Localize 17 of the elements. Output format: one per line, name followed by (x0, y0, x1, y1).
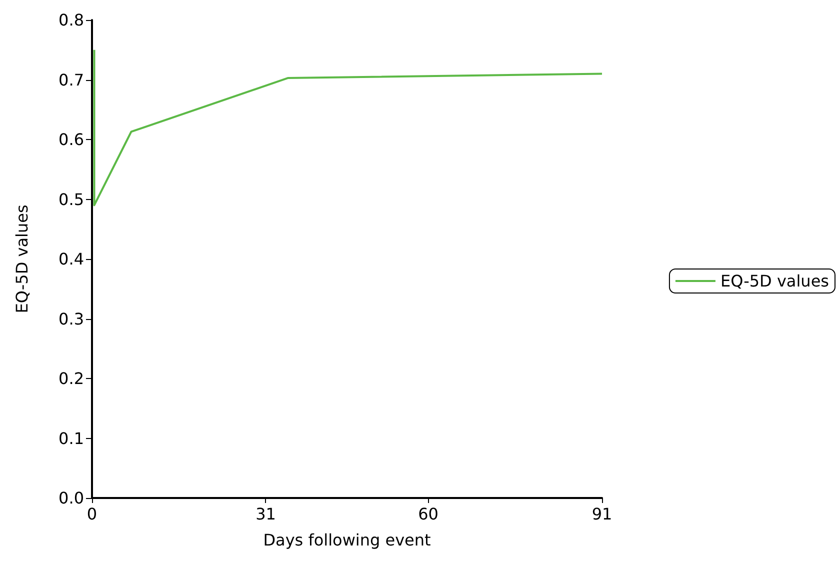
x-tick-label: 0 (86, 504, 98, 524)
y-tick-label: 0.2 (58, 369, 84, 388)
x-tick-label: 60 (418, 504, 438, 524)
y-tick-label: 0.7 (58, 70, 84, 90)
legend-label: EQ-5D values (720, 272, 829, 290)
y-tick-label: 0.1 (58, 428, 84, 448)
y-tick-label: 0.0 (58, 488, 84, 508)
y-tick-label: 0.4 (58, 250, 84, 268)
y-tick-label: 0.6 (58, 130, 84, 149)
x-axis-title: Days following event (263, 530, 431, 550)
y-tick-label: 0.5 (58, 190, 84, 209)
y-tick-label: 0.8 (58, 10, 84, 30)
y-axis-title: EQ-5D values (12, 204, 32, 314)
y-tick-label: 0.3 (58, 309, 84, 328)
x-tick-label: 31 (256, 504, 276, 524)
line-series (93, 48, 603, 206)
x-tick-label: 91 (592, 504, 612, 524)
